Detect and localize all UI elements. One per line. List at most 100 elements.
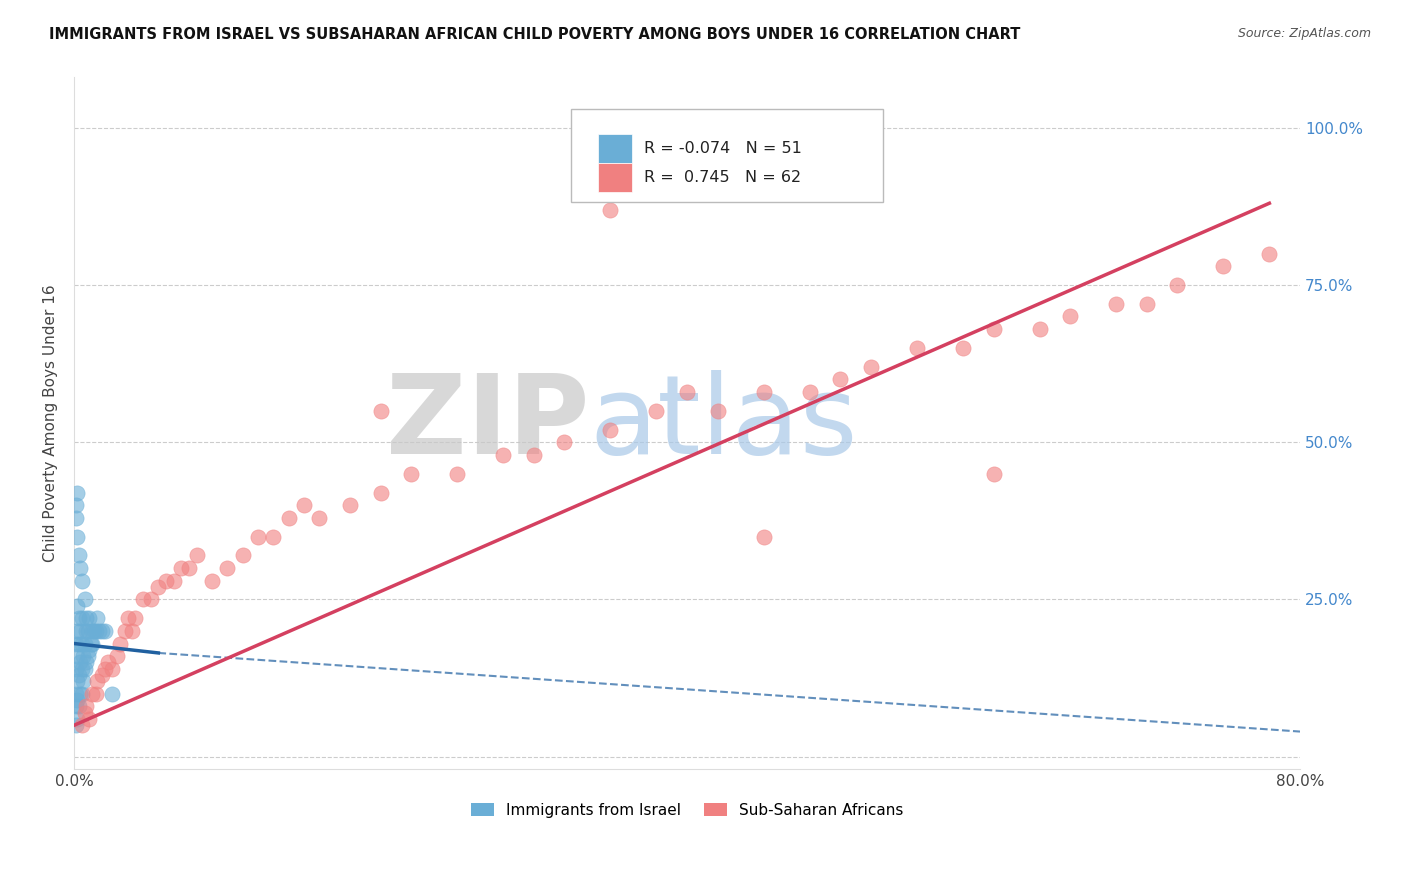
Point: [93, 662, 115, 676]
Point: [69, 561, 91, 575]
FancyBboxPatch shape: [571, 109, 883, 202]
Point: [82, 687, 104, 701]
Legend: Immigrants from Israel, Sub-Saharan Africans: Immigrants from Israel, Sub-Saharan Afri…: [464, 797, 910, 824]
Point: [1059, 310, 1081, 324]
Point: [67, 668, 90, 682]
Point: [93, 624, 115, 638]
Point: [69, 687, 91, 701]
Point: [65, 498, 87, 512]
Point: [1105, 297, 1128, 311]
Point: [65, 718, 87, 732]
Point: [65, 636, 87, 650]
Point: [86, 611, 108, 625]
Point: [75, 656, 97, 670]
Point: [72, 649, 94, 664]
Point: [90, 624, 112, 638]
Point: [66, 674, 89, 689]
Text: ZIP: ZIP: [385, 370, 589, 477]
Text: R =  0.745   N = 62: R = 0.745 N = 62: [644, 170, 801, 185]
Point: [121, 624, 143, 638]
Point: [87, 624, 110, 638]
Point: [599, 202, 621, 217]
Point: [67, 611, 90, 625]
Point: [79, 642, 101, 657]
Point: [752, 530, 775, 544]
Point: [117, 611, 139, 625]
Point: [277, 510, 299, 524]
Text: atlas: atlas: [589, 370, 858, 477]
Text: Source: ZipAtlas.com: Source: ZipAtlas.com: [1237, 27, 1371, 40]
Point: [148, 580, 170, 594]
Point: [446, 467, 468, 481]
Point: [246, 530, 269, 544]
Point: [73, 636, 96, 650]
Point: [752, 384, 775, 399]
Point: [101, 687, 124, 701]
Point: [339, 498, 361, 512]
Point: [79, 712, 101, 726]
Point: [97, 656, 120, 670]
Point: [232, 549, 254, 563]
Point: [114, 624, 136, 638]
Point: [905, 341, 928, 355]
Point: [645, 404, 668, 418]
Point: [124, 611, 146, 625]
Point: [1258, 246, 1281, 260]
Point: [262, 530, 284, 544]
Point: [599, 423, 621, 437]
Point: [70, 611, 93, 625]
Point: [75, 611, 97, 625]
Point: [66, 649, 89, 664]
Point: [676, 384, 699, 399]
Point: [163, 574, 186, 588]
Point: [66, 712, 89, 726]
Point: [399, 467, 422, 481]
Point: [77, 649, 100, 664]
Point: [69, 624, 91, 638]
Point: [66, 530, 89, 544]
Point: [186, 549, 208, 563]
Point: [66, 693, 89, 707]
Point: [65, 687, 87, 701]
Point: [983, 322, 1005, 336]
Text: IMMIGRANTS FROM ISRAEL VS SUBSAHARAN AFRICAN CHILD POVERTY AMONG BOYS UNDER 16 C: IMMIGRANTS FROM ISRAEL VS SUBSAHARAN AFR…: [49, 27, 1021, 42]
Point: [523, 448, 546, 462]
Point: [1166, 278, 1188, 293]
Point: [67, 636, 90, 650]
Point: [70, 718, 93, 732]
Point: [132, 592, 155, 607]
Point: [170, 561, 193, 575]
Point: [77, 624, 100, 638]
Point: [217, 561, 239, 575]
Text: R = -0.074   N = 51: R = -0.074 N = 51: [644, 142, 801, 156]
Point: [292, 498, 315, 512]
Point: [75, 699, 97, 714]
Point: [82, 636, 104, 650]
Point: [67, 699, 90, 714]
Point: [308, 510, 330, 524]
Point: [553, 435, 575, 450]
FancyBboxPatch shape: [598, 163, 631, 192]
Point: [1028, 322, 1050, 336]
Point: [983, 467, 1005, 481]
Point: [799, 384, 821, 399]
Point: [86, 674, 108, 689]
Point: [70, 574, 93, 588]
Point: [859, 359, 882, 374]
Point: [67, 549, 90, 563]
Point: [73, 592, 96, 607]
Point: [69, 656, 91, 670]
Point: [90, 668, 112, 682]
Point: [79, 611, 101, 625]
Point: [101, 662, 124, 676]
Point: [65, 662, 87, 676]
Point: [830, 372, 852, 386]
Point: [84, 624, 107, 638]
Point: [70, 636, 93, 650]
Point: [952, 341, 974, 355]
Point: [65, 510, 87, 524]
Point: [66, 599, 89, 613]
Point: [70, 662, 93, 676]
Point: [177, 561, 200, 575]
Point: [108, 636, 131, 650]
